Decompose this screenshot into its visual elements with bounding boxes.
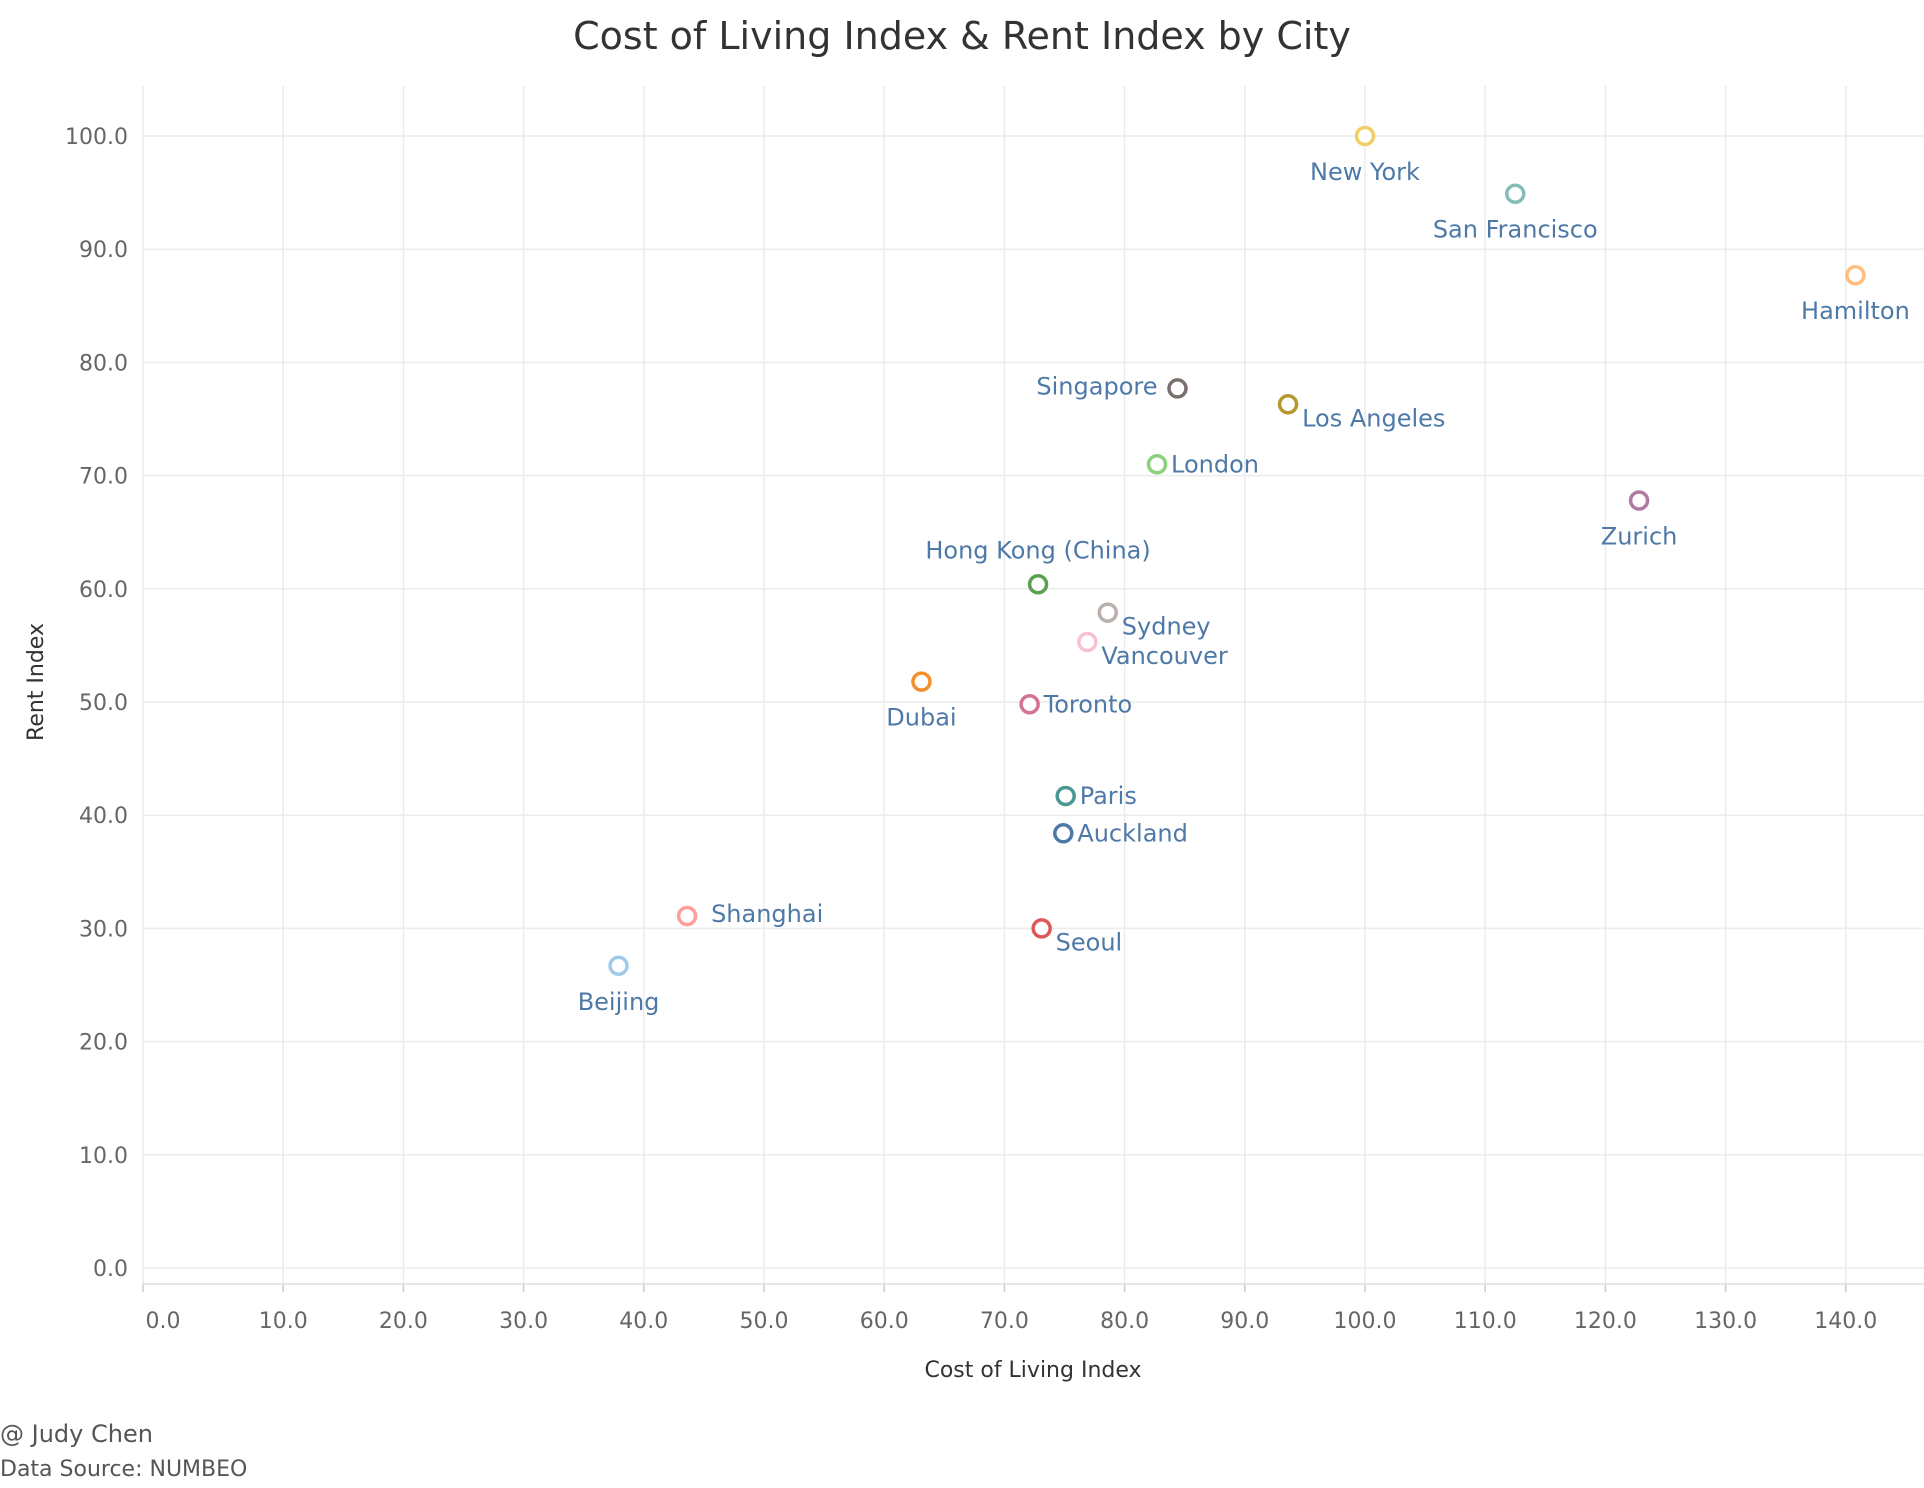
y-tick-label: 0.0 <box>93 1257 128 1282</box>
x-axis-title: Cost of Living Index <box>924 1358 1141 1383</box>
point-label: Hong Kong (China) <box>925 536 1150 564</box>
y-tick-label: 100.0 <box>65 125 128 150</box>
point-label: Los Angeles <box>1302 404 1445 432</box>
x-tick-label: 30.0 <box>499 1309 548 1334</box>
x-tick-label: 70.0 <box>980 1309 1029 1334</box>
data-point[interactable] <box>1053 823 1074 844</box>
data-point[interactable] <box>1146 454 1168 475</box>
x-tick-label: 130.0 <box>1694 1309 1757 1334</box>
x-tick-label: 40.0 <box>619 1309 668 1334</box>
x-tick-label: 10.0 <box>259 1309 308 1334</box>
x-tick-label: 20.0 <box>379 1309 428 1334</box>
point-label: London <box>1171 450 1259 478</box>
data-point[interactable] <box>1167 378 1188 399</box>
point-label: Shanghai <box>711 900 823 928</box>
y-tick-label: 80.0 <box>79 351 128 376</box>
point-label: San Francisco <box>1433 216 1598 244</box>
data-point[interactable] <box>1277 394 1299 415</box>
x-tick-label: 0.0 <box>146 1309 181 1334</box>
x-tick-label: 140.0 <box>1814 1309 1877 1334</box>
chart-title: Cost of Living Index & Rent Index by Cit… <box>573 14 1351 58</box>
data-source-credit: Data Source: NUMBEO <box>0 1457 248 1482</box>
y-tick-label: 30.0 <box>79 917 128 942</box>
axes: 0.0 10.0 20.0 30.0 40.0 50.0 60.0 70.0 80.0 90.0 1… <box>65 125 1924 1334</box>
data-points <box>608 125 1866 977</box>
data-point[interactable] <box>608 955 629 977</box>
point-label: Hamilton <box>1801 297 1910 325</box>
data-point[interactable] <box>911 671 932 692</box>
point-label: Sydney <box>1122 613 1211 641</box>
point-label: Seoul <box>1056 928 1123 956</box>
point-label: Vancouver <box>1101 642 1228 670</box>
point-label: Zurich <box>1601 523 1678 551</box>
y-tick-label: 70.0 <box>79 465 128 490</box>
author-credit: @ Judy Chen <box>0 1420 153 1448</box>
data-point[interactable] <box>1027 574 1049 595</box>
y-tick-label: 50.0 <box>79 691 128 716</box>
x-tick-label: 100.0 <box>1334 1309 1397 1334</box>
data-point[interactable] <box>1019 694 1040 715</box>
data-point[interactable] <box>1055 785 1076 807</box>
point-label: Toronto <box>1043 690 1133 718</box>
data-point[interactable] <box>1628 490 1650 511</box>
data-point[interactable] <box>676 905 698 927</box>
x-tick-label: 80.0 <box>1100 1309 1149 1334</box>
data-point[interactable] <box>1097 602 1119 623</box>
point-label: Beijing <box>578 988 660 1016</box>
x-tick-label: 90.0 <box>1220 1309 1269 1334</box>
y-axis-title: Rent Index <box>24 623 49 741</box>
y-tick-label: 60.0 <box>79 578 128 603</box>
point-label: Singapore <box>1036 372 1157 400</box>
x-tick-label: 50.0 <box>740 1309 789 1334</box>
data-point[interactable] <box>1505 183 1526 204</box>
point-label: Paris <box>1080 782 1137 810</box>
point-label: New York <box>1310 158 1420 186</box>
y-tick-label: 10.0 <box>79 1144 128 1169</box>
x-tick-label: 120.0 <box>1574 1309 1637 1334</box>
data-point[interactable] <box>1077 631 1098 653</box>
y-tick-label: 20.0 <box>79 1031 128 1056</box>
y-tick-label: 40.0 <box>79 804 128 829</box>
x-tick-label: 110.0 <box>1454 1309 1517 1334</box>
point-label: Auckland <box>1077 819 1188 847</box>
data-point[interactable] <box>1354 125 1376 147</box>
point-label: Dubai <box>886 704 956 732</box>
y-tick-label: 90.0 <box>79 238 128 263</box>
grid <box>142 86 1924 1284</box>
point-labels: New York San Francisco Hamilton Singapore Lo… <box>578 158 1910 1016</box>
data-point[interactable] <box>1031 918 1052 939</box>
data-point[interactable] <box>1845 264 1866 286</box>
x-tick-label: 60.0 <box>860 1309 909 1334</box>
